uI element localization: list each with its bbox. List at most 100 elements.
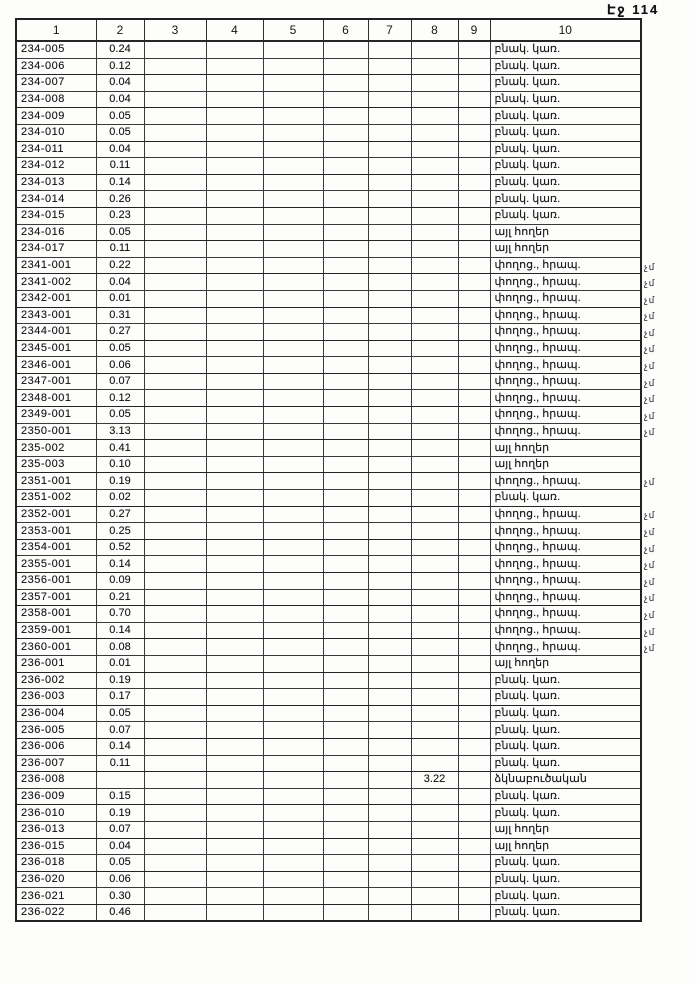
area-cell: 0.24: [95, 40, 145, 59]
parcel-code-cell: 2357-001: [15, 588, 97, 607]
empty-cell: [322, 903, 369, 922]
area-cell: 0.08: [95, 638, 145, 656]
empty-cell: [322, 771, 369, 789]
column-header: 1: [15, 18, 97, 42]
empty-cell: [457, 820, 491, 839]
table-row: 2344-001 0.27 փողոց., հրապ.: [15, 323, 642, 341]
value-cell: [410, 688, 459, 706]
land-use-cell: բնակ. կառ.: [489, 721, 642, 739]
empty-cell: [322, 140, 369, 159]
value-cell: [410, 190, 459, 208]
empty-cell: [457, 323, 491, 341]
empty-cell: [143, 323, 207, 341]
margin-fragment: չմ: [644, 477, 656, 488]
table-row: 236-005 0.07 բնակ. կառ.: [15, 721, 642, 739]
empty-cell: [143, 289, 207, 308]
area-cell: 0.23: [95, 206, 145, 225]
parcel-code-cell: 236-008: [15, 771, 97, 789]
empty-cell: [457, 472, 491, 491]
empty-cell: [262, 654, 324, 673]
value-cell: [410, 389, 459, 408]
empty-cell: [143, 804, 207, 822]
empty-cell: [322, 820, 369, 839]
empty-cell: [262, 289, 324, 308]
parcel-code-cell: 236-007: [15, 754, 97, 773]
empty-cell: [367, 173, 412, 192]
empty-cell: [322, 389, 369, 408]
value-cell: [410, 654, 459, 673]
value-cell: [410, 505, 459, 524]
land-use-cell: բնակ. կառ.: [489, 123, 642, 142]
land-use-cell: փողոց., հրապ.: [489, 522, 642, 540]
parcel-code-cell: 236-002: [15, 671, 97, 690]
land-use-cell: փողոց., հրապ.: [489, 273, 642, 291]
empty-cell: [143, 887, 207, 905]
empty-cell: [367, 240, 412, 258]
empty-cell: [262, 688, 324, 706]
empty-cell: [322, 256, 369, 275]
empty-cell: [457, 140, 491, 159]
empty-cell: [205, 489, 264, 507]
value-cell: [410, 406, 459, 424]
value-cell: [410, 74, 459, 92]
table-row: 2353-001 0.25 փողոց., հրապ.: [15, 522, 642, 540]
table-row: 236-015 0.04 այլ հողեր: [15, 837, 642, 856]
empty-cell: [457, 339, 491, 358]
empty-cell: [262, 57, 324, 76]
empty-cell: [143, 903, 207, 922]
empty-cell: [322, 704, 369, 723]
empty-cell: [367, 588, 412, 607]
empty-cell: [322, 422, 369, 441]
empty-cell: [367, 654, 412, 673]
column-header: 2: [95, 18, 145, 42]
empty-cell: [262, 472, 324, 491]
value-cell: [410, 903, 459, 922]
column-header: 7: [367, 18, 412, 42]
empty-cell: [143, 671, 207, 690]
parcel-code-cell: 234-016: [15, 223, 97, 242]
empty-cell: [367, 820, 412, 839]
empty-cell: [205, 40, 264, 59]
land-use-cell: բնակ. կառ.: [489, 107, 642, 125]
empty-cell: [205, 107, 264, 125]
empty-cell: [205, 671, 264, 690]
empty-cell: [367, 638, 412, 656]
empty-cell: [457, 190, 491, 208]
empty-cell: [143, 721, 207, 739]
table-row: 2348-001 0.12 փողոց., հրապ.: [15, 389, 642, 408]
empty-cell: [205, 190, 264, 208]
parcel-code-cell: 234-008: [15, 90, 97, 109]
value-cell: [410, 206, 459, 225]
empty-cell: [262, 754, 324, 773]
value-cell: [410, 123, 459, 142]
area-cell: 0.21: [95, 588, 145, 607]
area-cell: 0.27: [95, 505, 145, 524]
empty-cell: [205, 323, 264, 341]
parcel-code-cell: 236-015: [15, 837, 97, 856]
value-cell: [410, 356, 459, 374]
area-cell: 0.25: [95, 522, 145, 540]
empty-cell: [205, 588, 264, 607]
empty-cell: [205, 173, 264, 192]
land-use-cell: բնակ. կառ.: [489, 140, 642, 159]
empty-cell: [322, 406, 369, 424]
empty-cell: [143, 123, 207, 142]
land-use-cell: այլ հողեր: [489, 439, 642, 457]
empty-cell: [367, 74, 412, 92]
margin-fragment: չմ: [644, 427, 656, 438]
table-row: 236-022 0.46 բնակ. կառ.: [15, 903, 642, 922]
land-use-cell: բնակ. կառ.: [489, 489, 642, 507]
empty-cell: [367, 40, 412, 59]
land-use-cell: այլ հողեր: [489, 837, 642, 856]
value-cell: [410, 638, 459, 656]
area-cell: 0.14: [95, 621, 145, 640]
value-cell: [410, 887, 459, 905]
empty-cell: [205, 621, 264, 640]
empty-cell: [262, 737, 324, 756]
parcel-code-cell: 2341-001: [15, 256, 97, 275]
value-cell: [410, 572, 459, 590]
empty-cell: [457, 704, 491, 723]
empty-cell: [262, 422, 324, 441]
margin-fragment: չմ: [644, 543, 656, 554]
empty-cell: [205, 704, 264, 723]
